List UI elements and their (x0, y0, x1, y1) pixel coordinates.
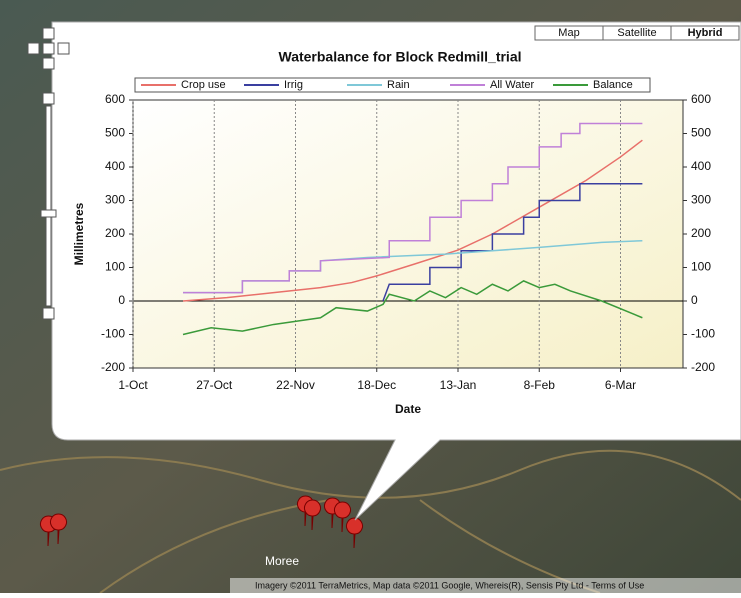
map-type-controls: Map Satellite Hybrid (534, 25, 740, 41)
map-type-button[interactable] (670, 25, 740, 41)
y2-tick-label: 100 (691, 260, 711, 274)
y2-tick-label: -100 (691, 327, 715, 341)
place-label: Moree (265, 554, 299, 568)
x-tick-label: 8-Feb (524, 378, 556, 392)
y-tick-label: 300 (105, 193, 125, 207)
map-type-label: Map (558, 27, 579, 39)
legend-box (134, 77, 651, 93)
y2-tick-label: 500 (691, 126, 711, 140)
y-tick-label: 100 (105, 260, 125, 274)
series-line (182, 280, 643, 336)
series-line (182, 139, 643, 302)
y-tick-label: 600 (105, 92, 125, 106)
y-axis-label: Millimetres (72, 202, 86, 265)
attribution[interactable]: Imagery ©2011 TerraMetrics, Map data ©20… (255, 580, 644, 590)
x-tick-label: 6-Mar (605, 378, 636, 392)
legend-label: Irrig (284, 79, 303, 91)
map-markers[interactable] (40, 495, 363, 549)
chart-title: Waterbalance for Block Redmill_trial (279, 49, 522, 65)
map-type-label: Hybrid (688, 27, 723, 39)
x-tick-label: 27-Oct (196, 378, 233, 392)
y-tick-label: 400 (105, 159, 125, 173)
nav-controls[interactable] (27, 27, 70, 320)
y2-tick-label: -200 (691, 360, 715, 374)
y-tick-label: 500 (105, 126, 125, 140)
plot-area (132, 99, 684, 369)
x-axis-label: Date (395, 402, 421, 416)
y2-tick-label: 0 (691, 293, 698, 307)
y2-tick-label: 200 (691, 226, 711, 240)
chart: Waterbalance for Block Redmill_trial Date… (72, 49, 715, 416)
y-tick-label: 200 (105, 226, 125, 240)
map-type-label: Satellite (617, 27, 656, 39)
y-tick-label: -100 (101, 327, 125, 341)
x-tick-label: 1-Oct (118, 378, 148, 392)
attribution-bg (230, 578, 741, 593)
legend-label: All Water (490, 79, 535, 91)
y2-tick-label: 400 (691, 159, 711, 173)
x-tick-label: 18-Dec (357, 378, 396, 392)
x-tick-label: 22-Nov (276, 378, 315, 392)
series-line (183, 122, 643, 294)
legend-label: Rain (387, 79, 410, 91)
y2-tick-label: 600 (691, 92, 711, 106)
y2-tick-label: 300 (691, 193, 711, 207)
legend-label: Balance (593, 79, 633, 91)
x-tick-label: 13-Jan (440, 378, 477, 392)
legend-label: Crop use (181, 79, 226, 91)
series-line (382, 183, 643, 302)
y-tick-label: 0 (118, 293, 125, 307)
y-tick-label: -200 (101, 360, 125, 374)
